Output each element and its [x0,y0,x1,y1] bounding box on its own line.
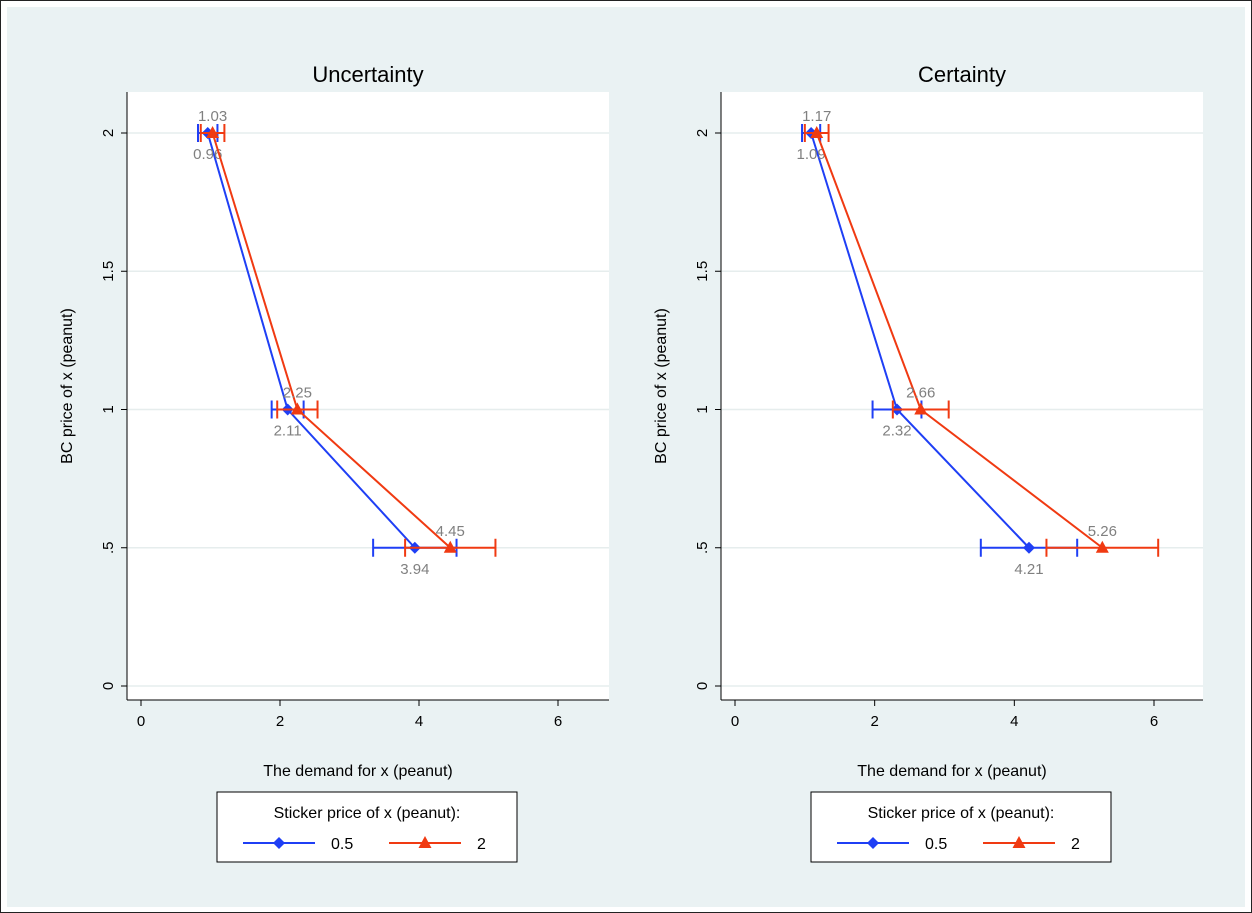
legend-entry-label: 0.5 [331,836,353,853]
x-tick-label: 6 [554,713,562,730]
diamond-marker [1022,541,1035,554]
y-axis-label: BC price of x (peanut) [59,308,76,464]
triangle-marker [810,126,824,138]
data-label: 5.26 [1088,523,1117,540]
chart-title: Certainty [918,62,1006,87]
data-label: 3.94 [400,561,429,578]
data-label: 4.45 [436,523,465,540]
y-tick-label: .5 [694,541,711,554]
legend: Sticker price of x (peanut): 0.5 2 [810,791,1112,863]
plot-area [127,92,609,700]
legend-entry-label: 0.5 [925,836,947,853]
data-label: 2.25 [283,385,312,402]
data-label: 1.17 [802,108,831,125]
triangle-marker [1095,540,1109,553]
x-axis-label: The demand for x (peanut) [857,763,1046,780]
x-tick-label: 4 [415,713,423,730]
legend-entry-label: 2 [477,836,486,853]
legend: Sticker price of x (peanut): 0.5 2 [216,791,518,863]
legend-diamond-marker [867,837,879,849]
data-label: 2.32 [882,423,911,440]
legend-title: Sticker price of x (peanut): [868,805,1055,822]
x-tick-label: 6 [1150,713,1158,730]
y-axis-label: BC price of x (peanut) [653,308,670,464]
plot-area [721,92,1203,700]
y-tick-label: 1.5 [100,261,117,282]
triangle-marker [443,540,457,553]
y-tick-label: 1 [694,405,711,413]
data-label: 0.96 [193,146,222,163]
x-tick-label: 4 [1010,713,1018,730]
triangle-marker [914,402,928,415]
x-tick-label: 0 [137,713,145,730]
y-tick-label: .5 [100,541,117,554]
data-label: 2.66 [906,385,935,402]
legend-triangle-marker [418,836,432,848]
y-tick-label: 0 [694,682,711,690]
legend-title: Sticker price of x (peanut): [274,805,461,822]
legend-triangle-marker [1012,836,1026,848]
y-tick-label: 1.5 [694,261,711,282]
series-triangle: 1.17 2.66 5.26 [802,108,1160,557]
triangle-marker [206,126,220,138]
chart-title: Uncertainty [312,62,423,87]
y-tick-label: 2 [694,129,711,137]
legend-diamond-marker [273,837,285,849]
legend-box [216,791,518,863]
x-tick-label: 2 [870,713,878,730]
legend-box [810,791,1112,863]
series-triangle: 1.03 2.25 4.45 [198,108,497,557]
y-tick-label: 2 [100,129,117,137]
data-label: 4.21 [1014,561,1043,578]
data-label: 2.11 [274,423,302,440]
y-tick-label: 0 [100,682,117,690]
data-label: 1.09 [797,146,826,163]
data-label: 1.03 [198,108,227,125]
x-tick-label: 2 [276,713,284,730]
y-tick-label: 1 [100,405,117,413]
legend-entry-label: 2 [1071,836,1080,853]
x-tick-label: 0 [731,713,739,730]
x-axis-label: The demand for x (peanut) [263,763,452,780]
triangle-marker [290,402,304,415]
